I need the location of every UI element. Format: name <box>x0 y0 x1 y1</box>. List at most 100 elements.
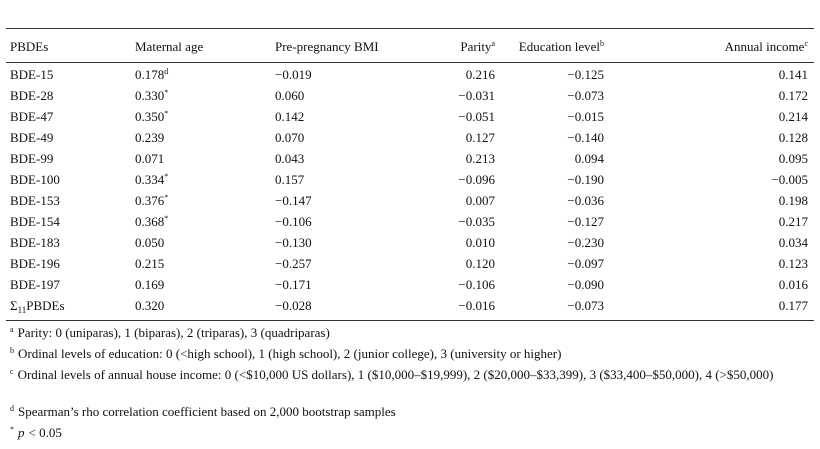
superscript: * <box>164 172 169 181</box>
row-label: BDE-15 <box>10 67 54 82</box>
table-cell: 0.239 <box>135 130 165 145</box>
table-cell: −0.016 <box>458 298 495 313</box>
row-label: BDE-153 <box>10 193 60 208</box>
text: Annual income <box>724 39 805 54</box>
table-cell: −0.190 <box>567 172 604 187</box>
table-cell: −0.096 <box>458 172 495 187</box>
header-cell: Paritya <box>460 39 495 55</box>
table-cell: 0.213 <box>465 151 495 166</box>
superscript: d <box>164 67 169 76</box>
table-cell: −0.171 <box>275 277 312 292</box>
table-cell: −0.127 <box>567 214 604 229</box>
superscript: * <box>164 88 169 97</box>
symbol: Σ <box>10 298 18 313</box>
table-cell: 0.123 <box>778 256 808 271</box>
header-cell: PBDEs <box>10 39 49 54</box>
table-cell: 0.034 <box>778 235 808 250</box>
header-cell: Pre-pregnancy BMI <box>275 39 379 54</box>
table-cell: 0.127 <box>465 130 495 145</box>
row-label: BDE-47 <box>10 109 54 124</box>
table-cell: −0.005 <box>771 172 808 187</box>
superscript: c <box>804 39 808 48</box>
row-label: BDE-196 <box>10 256 60 271</box>
table-cell: −0.106 <box>275 214 312 229</box>
footnote: c Ordinal levels of annual house income: … <box>10 367 810 383</box>
text: 0.376 <box>135 193 165 208</box>
table-cell: 0.330* <box>135 88 168 104</box>
text: Education level <box>518 39 600 54</box>
text: 0.178 <box>135 67 165 82</box>
table-cell: 0.007 <box>465 193 495 208</box>
table-cell: 0.177 <box>778 298 808 313</box>
table-cell: 0.157 <box>275 172 305 187</box>
footnote: b Ordinal levels of education: 0 (<high s… <box>10 346 810 362</box>
table-cell: 0.376* <box>135 193 168 209</box>
text: PBDEs <box>26 298 65 313</box>
footnote-mark: b <box>10 346 14 355</box>
table-cell: 0.368* <box>135 214 168 230</box>
bottom-rule <box>6 320 814 321</box>
table-cell: −0.147 <box>275 193 312 208</box>
footnote-text: Ordinal levels of education: 0 (<high sc… <box>18 346 562 361</box>
text: 0.368 <box>135 214 165 229</box>
table-cell: 0.178d <box>135 67 168 83</box>
row-label: BDE-100 <box>10 172 60 187</box>
footnote-mark: a <box>10 325 14 334</box>
table-cell: 0.016 <box>778 277 808 292</box>
table-cell: 0.141 <box>778 67 808 82</box>
table-cell: −0.036 <box>567 193 604 208</box>
top-rule <box>6 28 814 29</box>
footnote-text: < 0.05 <box>28 425 62 440</box>
row-label: BDE-197 <box>10 277 60 292</box>
table-cell: 0.169 <box>135 277 165 292</box>
footnote-text: Parity: 0 (uniparas), 1 (biparas), 2 (tr… <box>17 325 330 340</box>
superscript: * <box>164 109 169 118</box>
header-cell: Annual incomec <box>725 39 808 55</box>
text: Parity <box>460 39 492 54</box>
table-cell: 0.350* <box>135 109 168 125</box>
table-cell: 0.094 <box>574 151 604 166</box>
row-label: BDE-183 <box>10 235 60 250</box>
superscript: a <box>491 39 495 48</box>
footnote-mark: * <box>10 425 14 434</box>
header-cell: Education levelb <box>519 39 604 55</box>
footnote-text: Ordinal levels of annual house income: 0… <box>17 367 774 382</box>
text: 0.334 <box>135 172 165 187</box>
table-cell: −0.051 <box>458 109 495 124</box>
row-label: Σ11PBDEs <box>10 298 65 315</box>
table-cell: 0.198 <box>778 193 808 208</box>
table-cell: −0.230 <box>567 235 604 250</box>
footnote-mark: c <box>10 367 14 376</box>
table-cell: 0.128 <box>778 130 808 145</box>
table-cell: −0.031 <box>458 88 495 103</box>
header-cell: Maternal age <box>135 39 204 54</box>
table-cell: 0.214 <box>778 109 808 124</box>
table-cell: 0.071 <box>135 151 165 166</box>
table-cell: 0.334* <box>135 172 168 188</box>
table-cell: 0.142 <box>275 109 305 124</box>
table-cell: 0.172 <box>778 88 808 103</box>
table-cell: 0.320 <box>135 298 165 313</box>
superscript: * <box>164 214 169 223</box>
footnote: a Parity: 0 (uniparas), 1 (biparas), 2 (t… <box>10 325 810 341</box>
table-cell: −0.090 <box>567 277 604 292</box>
superscript: b <box>600 39 604 48</box>
table-cell: 0.010 <box>465 235 495 250</box>
footnote-text: Spearman’s rho correlation coefficient b… <box>18 404 396 419</box>
table-cell: 0.216 <box>465 67 495 82</box>
table-cell: 0.050 <box>135 235 165 250</box>
table-cell: 0.217 <box>778 214 808 229</box>
footnote: * p < 0.05 <box>10 425 810 441</box>
subscript: 11 <box>17 305 27 315</box>
table-cell: −0.125 <box>567 67 604 82</box>
table-cell: 0.120 <box>465 256 495 271</box>
table-cell: 0.215 <box>135 256 165 271</box>
table-cell: −0.257 <box>275 256 312 271</box>
table-cell: 0.060 <box>275 88 305 103</box>
table-cell: −0.106 <box>458 277 495 292</box>
table-cell: −0.073 <box>567 298 604 313</box>
row-label: BDE-49 <box>10 130 54 145</box>
table-cell: −0.035 <box>458 214 495 229</box>
text: 0.350 <box>135 109 165 124</box>
table-cell: 0.095 <box>778 151 808 166</box>
